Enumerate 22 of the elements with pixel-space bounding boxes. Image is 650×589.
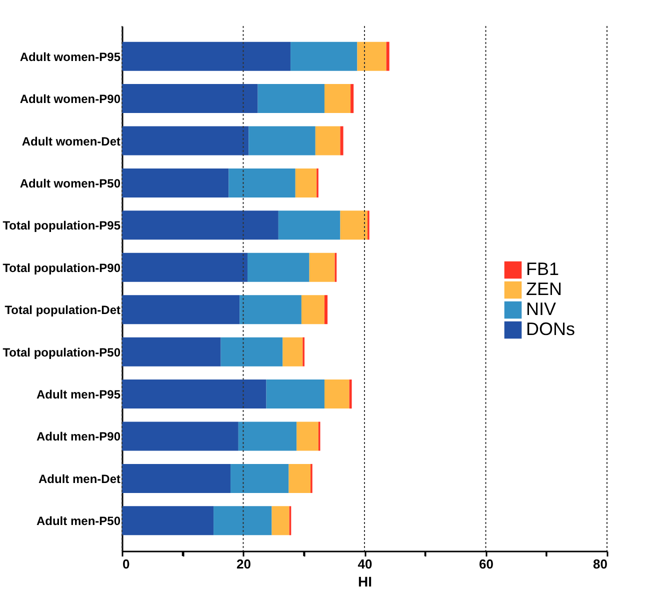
x-tick-label: 80 [593,556,608,572]
y-tick-label: Adult men-P95 [36,388,121,402]
y-tick-label: Total population-P90 [2,260,121,275]
y-tick-label: Adult women-P50 [20,176,121,190]
y-tick-label: Adult men-P50 [36,514,121,528]
y-tick-label: Adult women-Det [22,134,120,148]
x-tick-label: 60 [479,556,494,572]
x-axis-title: HI [358,574,372,589]
y-tick-label: Adult men-P90 [36,430,121,444]
legend-label: FB1 [526,259,560,279]
x-tick-label: 0 [122,556,130,572]
x-tick-label: 40 [358,556,372,572]
y-tick-label: Total population-Det [4,303,120,318]
y-tick-label: Adult women-P90 [20,92,121,106]
legend-label: DONs [526,319,575,339]
y-tick-label: Adult women-P95 [20,50,121,64]
legend-label: NIV [526,299,556,319]
y-tick-label: Adult men-Det [38,472,120,486]
y-tick-label: Total population-P50 [2,345,121,360]
y-tick-label: Total population-P95 [2,218,121,233]
legend-label: ZEN [526,279,562,299]
x-tick-label: 20 [236,556,251,572]
